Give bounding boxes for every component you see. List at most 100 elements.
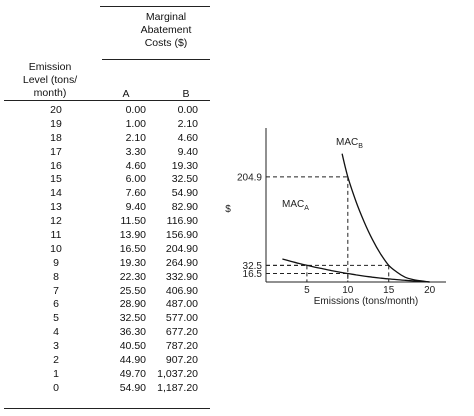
table-row: 7 25.50 406.90 bbox=[0, 285, 216, 299]
mac-b-cell: 677.20 bbox=[165, 326, 198, 339]
x-tick-label: 5 bbox=[304, 285, 310, 296]
mac-b-cell: 787.20 bbox=[165, 340, 198, 353]
mac-a-cell: 6.00 bbox=[125, 173, 146, 186]
mac-a-cell: 1.00 bbox=[125, 117, 146, 130]
emission-level-cell: 14 bbox=[50, 187, 62, 200]
mac-a-cell: 25.50 bbox=[119, 284, 146, 297]
series-label-sub: A bbox=[304, 205, 309, 212]
y-tick-label: 16.5 bbox=[243, 269, 263, 280]
column-b-header: B bbox=[182, 88, 190, 100]
header-line: Marginal bbox=[145, 11, 187, 23]
series-label-sub: B bbox=[358, 143, 363, 150]
mac-a-cell: 40.50 bbox=[119, 340, 146, 353]
mac-b-cell: 156.90 bbox=[165, 229, 198, 242]
mac-b-cell: 82.90 bbox=[171, 201, 198, 214]
emission-level-cell: 11 bbox=[50, 229, 62, 242]
mac-b-cell: 116.90 bbox=[166, 215, 198, 228]
table-row: 13 9.40 82.90 bbox=[0, 201, 216, 215]
mac-b-cell: 907.20 bbox=[165, 354, 198, 367]
mac-b-cell: 9.40 bbox=[177, 145, 198, 158]
header-line: month) bbox=[33, 87, 67, 99]
table-row: 4 36.30 677.20 bbox=[0, 326, 216, 340]
emission-level-cell: 8 bbox=[53, 270, 59, 283]
series-label-main: MAC bbox=[336, 137, 358, 148]
emission-level-cell: 4 bbox=[53, 326, 59, 339]
column-header-rule bbox=[4, 100, 210, 101]
table-row: 18 2.10 4.60 bbox=[0, 132, 216, 146]
mac-a-cell: 54.90 bbox=[119, 381, 146, 394]
header-line: Costs ($) bbox=[144, 37, 188, 49]
emission-level-cell: 18 bbox=[50, 131, 62, 144]
mac-a-cell: 32.50 bbox=[119, 312, 146, 325]
table-row: 17 3.30 9.40 bbox=[0, 146, 216, 160]
emission-level-cell: 3 bbox=[53, 340, 59, 353]
x-axis-label: Emissions (tons/month) bbox=[314, 296, 418, 307]
mac-b-cell: 577.00 bbox=[165, 312, 198, 325]
x-tick-label: 15 bbox=[383, 285, 395, 296]
mac-a-cell: 22.30 bbox=[119, 270, 146, 283]
emission-level-cell: 6 bbox=[53, 298, 59, 311]
emission-level-cell: 13 bbox=[50, 201, 62, 214]
mac-b-curve bbox=[341, 153, 430, 283]
mac-a-cell: 7.60 bbox=[125, 187, 146, 200]
mac-b-cell: 19.30 bbox=[171, 159, 198, 172]
emission-level-cell: 10 bbox=[50, 242, 62, 255]
emission-level-cell: 2 bbox=[53, 354, 59, 367]
emission-level-cell: 16 bbox=[50, 159, 62, 172]
column-a-header: A bbox=[122, 88, 130, 100]
mac-b-label: MACB bbox=[336, 137, 363, 150]
mac-b-cell: 2.10 bbox=[177, 117, 198, 130]
emission-level-header: Emission Level (tons/ month) bbox=[4, 61, 96, 100]
mac-a-cell: 13.90 bbox=[119, 229, 146, 242]
table-row: 14 7.60 54.90 bbox=[0, 187, 216, 201]
table-row: 9 19.30 264.90 bbox=[0, 257, 216, 271]
emission-level-cell: 20 bbox=[50, 104, 62, 116]
table-top-rule bbox=[100, 6, 210, 7]
mac-b-cell: 264.90 bbox=[165, 256, 198, 269]
mac-b-cell: 1,037.20 bbox=[157, 367, 198, 380]
table-row: 3 40.50 787.20 bbox=[0, 340, 216, 354]
mac-a-cell: 0.00 bbox=[125, 104, 146, 116]
mac-b-cell: 4.60 bbox=[177, 131, 198, 144]
table-row: 15 6.00 32.50 bbox=[0, 173, 216, 187]
table-row: 10 16.50 204.90 bbox=[0, 243, 216, 257]
group-header-rule bbox=[102, 59, 210, 60]
mac-b-cell: 0.00 bbox=[177, 104, 198, 116]
table-row: 8 22.30 332.90 bbox=[0, 271, 216, 285]
mac-a-cell: 9.40 bbox=[125, 201, 146, 214]
y-tick-label: 204.9 bbox=[237, 172, 262, 183]
mac-a-cell: 11.50 bbox=[120, 215, 147, 228]
mac-a-cell: 36.30 bbox=[119, 326, 146, 339]
table-row: 11 13.90 156.90 bbox=[0, 229, 216, 243]
table-bottom-rule bbox=[4, 408, 210, 409]
table-row: 19 1.00 2.10 bbox=[0, 118, 216, 132]
mac-a-cell: 16.50 bbox=[119, 242, 146, 255]
mac-b-cell: 487.00 bbox=[165, 298, 198, 311]
emission-level-cell: 7 bbox=[53, 284, 59, 297]
y-axis-label: $ bbox=[225, 204, 231, 215]
marginal-abatement-header: Marginal Abatement Costs ($) bbox=[118, 11, 214, 50]
mac-a-cell: 44.90 bbox=[119, 354, 146, 367]
emission-level-cell: 17 bbox=[50, 145, 62, 158]
x-tick-label: 20 bbox=[424, 285, 436, 296]
table-row: 2 44.90 907.20 bbox=[0, 354, 216, 368]
mac-b-cell: 32.50 bbox=[171, 173, 198, 186]
emission-level-cell: 12 bbox=[50, 215, 62, 228]
mac-b-cell: 332.90 bbox=[165, 270, 198, 283]
mac-a-cell: 49.70 bbox=[119, 367, 146, 380]
emission-level-cell: 0 bbox=[53, 381, 59, 394]
series-label-main: MAC bbox=[282, 199, 304, 210]
mac-b-cell: 204.90 bbox=[165, 242, 198, 255]
emission-level-cell: 5 bbox=[53, 312, 59, 325]
table-row: 1 49.70 1,037.20 bbox=[0, 368, 216, 382]
abatement-cost-table: Marginal Abatement Costs ($) Emission Le… bbox=[0, 0, 216, 416]
table-row: 0 54.90 1,187.20 bbox=[0, 382, 216, 396]
emission-level-cell: 1 bbox=[53, 367, 59, 380]
mac-a-label: MACA bbox=[282, 199, 309, 212]
table-row: 16 4.60 19.30 bbox=[0, 160, 216, 174]
header-line: Level (tons/ bbox=[22, 74, 78, 86]
table-body: 20 0.00 0.00 19 1.00 2.10 18 2.10 4.60 17 3.30 9.40… bbox=[0, 104, 216, 396]
mac-a-cell: 2.10 bbox=[125, 131, 146, 144]
emission-level-cell: 15 bbox=[50, 173, 62, 186]
